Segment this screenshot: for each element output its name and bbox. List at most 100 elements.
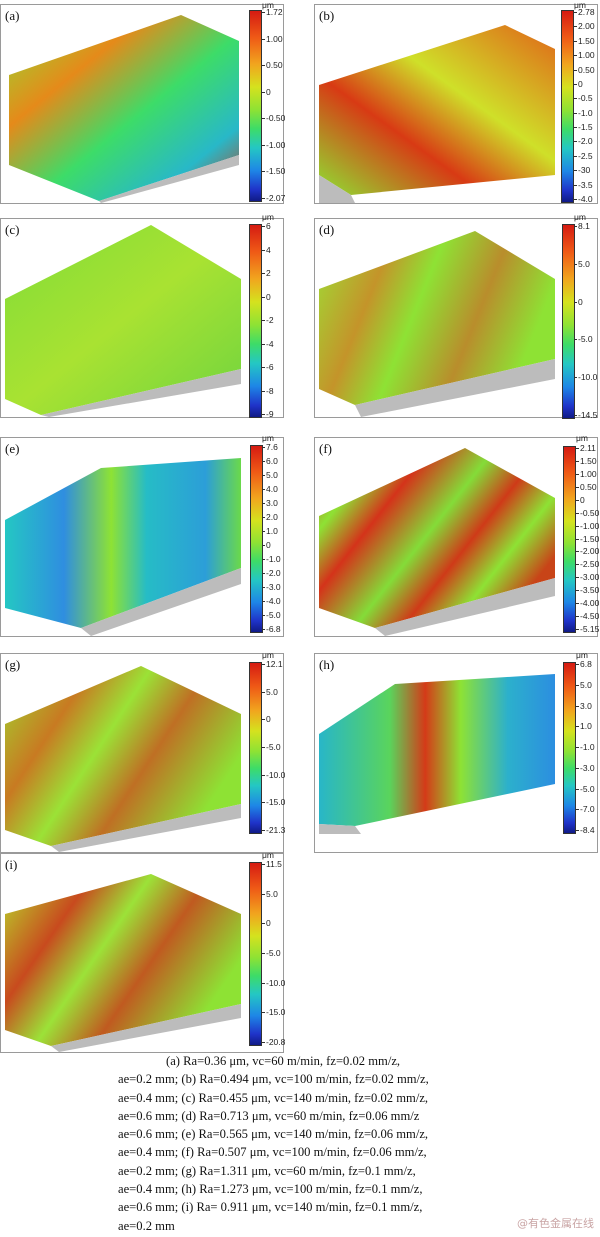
colorbar-tick-label: -1.00 — [575, 520, 600, 531]
colorbar-d — [562, 224, 575, 419]
colorbar-tick-label: -2.07 — [261, 193, 286, 203]
colorbar-tick-label: 0 — [262, 86, 271, 97]
colorbar-tick-label: 0.50 — [262, 60, 283, 71]
colorbar-tick-label: -2 — [262, 315, 274, 325]
colorbar-tick-label: 4 — [262, 244, 271, 255]
colorbar-tick-label: -10.0 — [573, 372, 598, 383]
surface-panel-c: (c) — [0, 218, 284, 418]
colorbar-tick-label: -8.4 — [576, 825, 595, 835]
colorbar-i — [249, 862, 262, 1046]
colorbar-tick-label: 5.0 — [262, 470, 278, 480]
colorbar-tick-label: -4 — [262, 338, 274, 349]
unit-label: μm — [576, 650, 588, 660]
colorbar-tick-label: 0 — [574, 296, 583, 307]
colorbar-tick-label: 1.72 — [262, 7, 283, 17]
colorbar-tick-label: -10.0 — [261, 769, 286, 780]
caption-line: ae=0.6 mm; (i) Ra= 0.911 μm, vc=140 m/mi… — [118, 1200, 423, 1215]
colorbar-tick-label: -14.5 — [573, 410, 598, 420]
unit-label: μm — [576, 433, 588, 443]
colorbar-tick-label: -2.0 — [262, 568, 281, 578]
colorbar-b — [561, 10, 574, 203]
colorbar-tick-label: 2.11 — [576, 443, 596, 453]
colorbar-tick-label: -5.0 — [574, 334, 593, 345]
colorbar-tick-label: -4.50 — [575, 611, 600, 622]
colorbar-f — [563, 446, 576, 633]
surface-plot-i — [5, 874, 241, 1052]
colorbar-tick-label: 0 — [262, 918, 271, 929]
caption-line: ae=0.4 mm; (c) Ra=0.455 μm, vc=140 m/min… — [118, 1090, 429, 1105]
colorbar-tick-label: 6 — [262, 221, 271, 231]
surface-panel-i: (i) — [0, 853, 284, 1053]
colorbar-tick-label: 8.1 — [574, 221, 590, 231]
colorbar-tick-label: 11.5 — [262, 859, 282, 869]
unit-label: μm — [262, 650, 274, 660]
colorbar-tick-label: -1.5 — [574, 122, 593, 133]
colorbar-h — [563, 662, 576, 834]
surface-panel-a: (a) — [0, 4, 284, 204]
colorbar-tick-label: -3.0 — [262, 582, 281, 592]
colorbar-tick-label: 2 — [262, 268, 271, 278]
colorbar-tick-label: 0.50 — [576, 481, 597, 492]
colorbar-tick-label: 0 — [576, 494, 585, 505]
panel-label: (c) — [5, 222, 20, 237]
colorbar-tick-label: 6.0 — [262, 456, 278, 466]
colorbar-tick-label: -30 — [573, 165, 591, 176]
unit-label: μm — [262, 433, 274, 443]
caption-line: (a) Ra=0.36 μm, vc=60 m/min, fz=0.02 mm/… — [166, 1054, 401, 1068]
colorbar-tick-label: -4.00 — [575, 598, 600, 609]
colorbar-tick-label: 2.78 — [574, 7, 595, 17]
colorbar-tick-label: -9 — [262, 409, 274, 419]
colorbar-tick-label: -15.0 — [261, 797, 286, 808]
colorbar-tick-label: -0.50 — [261, 113, 286, 124]
colorbar-tick-label: -0.50 — [575, 507, 600, 518]
colorbar-tick-label: 0 — [574, 78, 583, 89]
caption-line: ae=0.6 mm; (e) Ra=0.565 μm, vc=140 m/min… — [118, 1127, 429, 1142]
colorbar-tick-label: -2.50 — [575, 559, 600, 570]
colorbar-tick-label: -3.00 — [575, 572, 600, 583]
surface-plot-d — [319, 231, 555, 417]
surface-plot-c — [5, 225, 241, 417]
colorbar-tick-label: -5.15 — [575, 624, 600, 634]
surface-panel-f: (f) — [314, 437, 598, 637]
colorbar-tick-label: -10.0 — [261, 977, 286, 988]
colorbar-tick-label: 4.0 — [262, 484, 278, 494]
colorbar-tick-label: -4.0 — [574, 194, 593, 204]
panel-label: (d) — [319, 222, 335, 237]
colorbar-tick-label: -2.0 — [574, 136, 593, 147]
colorbar-tick-label: 1.00 — [574, 50, 595, 61]
panel-label: (g) — [5, 657, 21, 672]
surface-plot-g — [5, 666, 241, 852]
colorbar-tick-label: -5.0 — [576, 783, 595, 794]
surface-panel-b: (b) — [314, 4, 598, 204]
colorbar-tick-label: 3.0 — [262, 498, 278, 508]
panel-label: (h) — [319, 657, 335, 672]
unit-label: μm — [262, 212, 274, 222]
colorbar-tick-label: 1.50 — [576, 455, 597, 466]
colorbar-tick-label: -2.5 — [574, 150, 593, 161]
colorbar-tick-label: -7.0 — [576, 804, 595, 815]
surface-plot-b — [319, 25, 555, 203]
panel-label: (i) — [5, 857, 18, 872]
unit-label: μm — [574, 0, 586, 10]
colorbar-g — [249, 662, 262, 834]
colorbar-e — [250, 445, 263, 633]
colorbar-tick-label: -3.0 — [576, 762, 595, 773]
colorbar-tick-label: 1.50 — [574, 35, 595, 46]
colorbar-tick-label: 2.0 — [262, 512, 278, 522]
colorbar-tick-label: -6 — [262, 362, 274, 372]
colorbar-tick-label: 5.0 — [576, 679, 592, 690]
colorbar-tick-label: 1.0 — [262, 526, 278, 536]
figure-caption: (a) Ra=0.36 μm, vc=60 m/min, fz=0.02 mm/… — [118, 1052, 508, 1235]
colorbar-tick-label: -1.0 — [262, 554, 281, 564]
colorbar-tick-label: 0.50 — [574, 64, 595, 75]
colorbar-c — [249, 224, 262, 418]
colorbar-tick-label: -6.8 — [262, 624, 281, 634]
colorbar-tick-label: -0.5 — [574, 93, 593, 104]
colorbar-tick-label: -1.0 — [576, 742, 595, 752]
unit-label: μm — [262, 850, 274, 860]
panel-label: (a) — [5, 8, 20, 23]
colorbar-tick-label: 0 — [262, 291, 271, 302]
surface-panel-h: (h) — [314, 653, 598, 853]
watermark: @有色金属在线 — [517, 1217, 594, 1230]
colorbar-tick-label: 1.00 — [262, 33, 283, 44]
